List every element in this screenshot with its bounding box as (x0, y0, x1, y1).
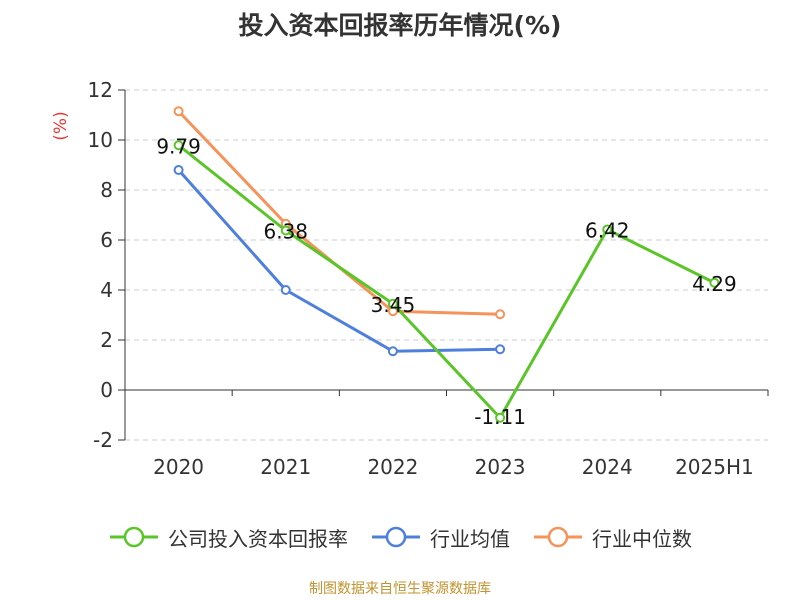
legend-swatch-marker (385, 526, 407, 548)
series-lines (173, 106, 720, 423)
series-line (177, 169, 501, 353)
axes: -2 0 2 4 6 8 10 12 2020 2021 2022 2023 2024 2025H1 (88, 78, 769, 479)
data-point[interactable] (280, 285, 291, 295)
data-point[interactable] (602, 224, 613, 235)
legend-swatch (372, 526, 420, 548)
data-point[interactable] (387, 346, 398, 357)
data-label: 6.42 (585, 219, 630, 243)
data-point[interactable] (173, 165, 184, 175)
y-tick-label: 4 (100, 278, 113, 302)
y-tick-label: 12 (88, 78, 113, 102)
data-labels: 9.79 6.38 3.45 -1.11 6.42 4.29 (156, 134, 736, 429)
data-label: 3.45 (371, 293, 416, 317)
data-label: -1.11 (474, 405, 526, 429)
chart-title: 投入资本回报率历年情况(%) (238, 11, 562, 40)
x-tick-label: 2020 (153, 455, 204, 479)
data-point[interactable] (495, 344, 506, 355)
x-tick-label: 2022 (367, 455, 418, 479)
legend-swatch-marker (123, 526, 145, 548)
legend-swatch (110, 526, 158, 548)
y-tick-label: 2 (100, 328, 113, 352)
y-tick-label: 6 (100, 228, 113, 252)
series-line (177, 110, 501, 316)
legend-item[interactable]: 公司投入资本回报率 (108, 523, 348, 552)
source-note: 制图数据来自恒生聚源数据库 (309, 581, 491, 597)
x-tick-label: 2021 (260, 455, 311, 479)
grid-lines (125, 89, 768, 441)
data-point[interactable] (495, 412, 506, 423)
x-tick-label: 2025H1 (675, 455, 754, 479)
series-line (177, 144, 716, 420)
legend-item[interactable]: 行业中位数 (532, 523, 692, 552)
x-tick-label: 2024 (582, 455, 633, 479)
y-tick-label: 0 (100, 378, 113, 402)
legend-label: 行业中位数 (592, 526, 692, 551)
data-label: 9.79 (156, 134, 201, 158)
legend-item[interactable]: 行业均值 (370, 523, 510, 552)
y-tick-label: 10 (88, 128, 113, 152)
data-label: 4.29 (692, 272, 737, 296)
data-label: 6.38 (263, 220, 308, 244)
legend-label: 行业均值 (430, 526, 510, 551)
data-point[interactable] (173, 140, 184, 151)
legend-swatch (534, 526, 582, 548)
data-point[interactable] (387, 298, 398, 309)
x-tick-label: 2023 (475, 455, 526, 479)
y-tick-label: -2 (93, 428, 113, 452)
legend: 公司投入资本回报率 行业均值 行业中位数 (0, 520, 800, 554)
y-axis-label: (%) (51, 111, 71, 140)
data-point[interactable] (709, 277, 720, 288)
data-point[interactable] (173, 106, 184, 117)
legend-label: 公司投入资本回报率 (168, 526, 348, 551)
legend-swatch-marker (547, 526, 569, 548)
y-tick-label: 8 (100, 178, 113, 202)
data-point[interactable] (495, 309, 506, 320)
data-point[interactable] (280, 225, 291, 236)
